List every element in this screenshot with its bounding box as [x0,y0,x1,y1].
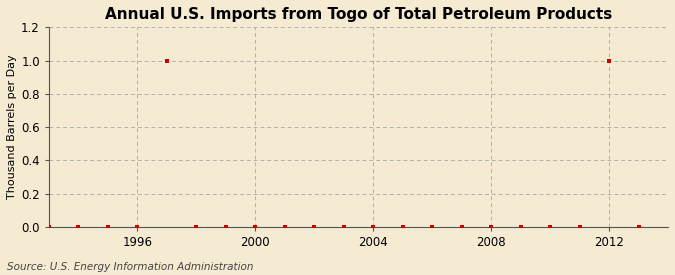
Title: Annual U.S. Imports from Togo of Total Petroleum Products: Annual U.S. Imports from Togo of Total P… [105,7,612,22]
Text: Source: U.S. Energy Information Administration: Source: U.S. Energy Information Administ… [7,262,253,272]
Y-axis label: Thousand Barrels per Day: Thousand Barrels per Day [7,55,17,199]
